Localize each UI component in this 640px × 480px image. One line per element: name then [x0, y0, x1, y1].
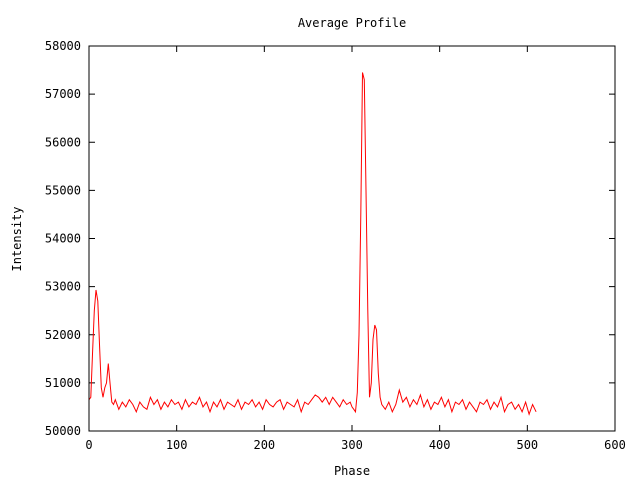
y-tick-label: 57000 [45, 87, 81, 101]
y-tick-label: 55000 [45, 183, 81, 197]
x-tick-label: 600 [604, 438, 626, 452]
y-axis-label: Intensity [10, 206, 24, 271]
x-tick-label: 400 [429, 438, 451, 452]
series-layer [88, 72, 537, 416]
x-tick-label: 300 [341, 438, 363, 452]
chart-title: Average Profile [298, 16, 406, 30]
y-tick-label: 58000 [45, 39, 81, 53]
series-line [88, 72, 537, 416]
x-tick-label: 500 [516, 438, 538, 452]
x-tick-label: 100 [166, 438, 188, 452]
axis-ticks: 0 100 200 300 400 500 600 50000 51000 52000 53000 5… [45, 39, 626, 452]
plot-frame [88, 45, 616, 432]
y-tick-label: 53000 [45, 280, 81, 294]
y-tick-label: 52000 [45, 328, 81, 342]
x-axis-label: Phase [334, 464, 370, 478]
x-tick-label: 200 [253, 438, 275, 452]
y-tick-label: 54000 [45, 232, 81, 246]
y-tick-label: 56000 [45, 135, 81, 149]
x-tick-label: 0 [85, 438, 92, 452]
y-tick-label: 50000 [45, 424, 81, 438]
y-tick-label: 51000 [45, 376, 81, 390]
